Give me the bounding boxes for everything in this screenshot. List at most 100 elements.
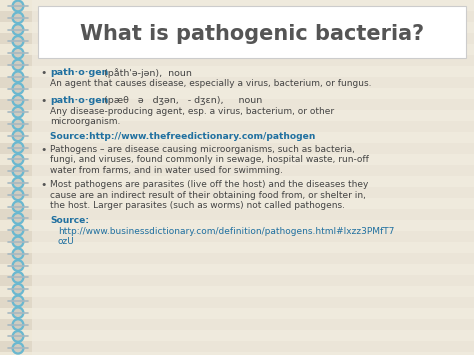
Text: ozU: ozU	[58, 237, 75, 246]
Circle shape	[11, 23, 25, 36]
Circle shape	[15, 180, 21, 186]
Circle shape	[11, 283, 25, 296]
Bar	[0, 330, 474, 341]
Circle shape	[15, 14, 21, 21]
Circle shape	[15, 2, 21, 10]
Circle shape	[15, 168, 21, 175]
Bar	[0, 275, 474, 286]
Bar	[0, 55, 474, 66]
Text: •: •	[40, 68, 46, 78]
Bar	[0, 110, 474, 121]
Circle shape	[11, 306, 25, 319]
Text: fungi, and viruses, found commonly in sewage, hospital waste, run-off: fungi, and viruses, found commonly in se…	[50, 155, 369, 164]
Circle shape	[15, 26, 21, 33]
Bar	[0, 154, 474, 165]
Circle shape	[15, 50, 21, 57]
Circle shape	[11, 47, 25, 60]
Circle shape	[15, 286, 21, 293]
Text: cause are an indirect result of their obtaining food from, or shelter in,: cause are an indirect result of their ob…	[50, 191, 366, 200]
Circle shape	[15, 85, 21, 92]
Bar	[0, 77, 474, 88]
Bar	[0, 297, 474, 308]
Circle shape	[11, 118, 25, 131]
Text: Pathogens – are disease causing microorganisms, such as bacteria,: Pathogens – are disease causing microorg…	[50, 145, 355, 154]
Circle shape	[11, 247, 25, 260]
FancyBboxPatch shape	[38, 6, 466, 58]
Circle shape	[15, 239, 21, 246]
Circle shape	[15, 120, 21, 127]
Circle shape	[15, 297, 21, 305]
Circle shape	[11, 188, 25, 201]
Bar	[0, 44, 474, 55]
Circle shape	[15, 262, 21, 269]
Text: http://www.businessdictionary.com/definition/pathogens.html#Ixzz3PMfT7: http://www.businessdictionary.com/defini…	[58, 226, 394, 235]
Bar	[0, 121, 474, 132]
Bar	[0, 11, 474, 22]
Text: Most pathogens are parasites (live off the host) and the diseases they: Most pathogens are parasites (live off t…	[50, 180, 368, 189]
Circle shape	[15, 156, 21, 163]
Circle shape	[11, 141, 25, 154]
Circle shape	[15, 97, 21, 104]
Text: Any disease-producing agent, esp. a virus, bacterium, or other: Any disease-producing agent, esp. a viru…	[50, 106, 334, 115]
Circle shape	[11, 35, 25, 48]
Circle shape	[15, 333, 21, 340]
Bar	[0, 132, 474, 143]
Bar	[0, 165, 474, 176]
Bar	[0, 88, 474, 99]
Circle shape	[15, 321, 21, 328]
Circle shape	[11, 200, 25, 213]
Circle shape	[11, 82, 25, 95]
Circle shape	[15, 345, 21, 352]
Circle shape	[11, 59, 25, 71]
Bar	[0, 231, 474, 242]
Bar	[0, 341, 474, 352]
Text: Source:: Source:	[50, 216, 89, 225]
Text: path·o·gen: path·o·gen	[50, 96, 109, 105]
Circle shape	[11, 0, 25, 12]
Bar	[0, 242, 474, 253]
Bar	[0, 286, 474, 297]
Bar	[0, 352, 474, 355]
Bar	[0, 220, 474, 231]
Text: (pæθ   ə   dʒən,   - dʒɛn),     noun: (pæθ ə dʒən, - dʒɛn), noun	[98, 96, 262, 105]
Circle shape	[11, 176, 25, 190]
Text: An agent that causes disease, especially a virus, bacterium, or fungus.: An agent that causes disease, especially…	[50, 78, 372, 87]
Text: •: •	[40, 96, 46, 106]
Circle shape	[11, 235, 25, 248]
Circle shape	[11, 212, 25, 225]
Circle shape	[15, 109, 21, 116]
Text: water from farms, and in water used for swimming.: water from farms, and in water used for …	[50, 166, 283, 175]
Circle shape	[11, 70, 25, 83]
Text: Source:: Source:	[50, 132, 92, 141]
Text: path·o·gen: path·o·gen	[50, 68, 109, 77]
Circle shape	[15, 144, 21, 151]
Circle shape	[11, 11, 25, 24]
Circle shape	[11, 271, 25, 284]
Bar	[0, 99, 474, 110]
Circle shape	[15, 38, 21, 45]
Text: (påth'ə-jən),  noun: (påth'ə-jən), noun	[98, 68, 192, 78]
Bar	[0, 143, 474, 154]
Text: •: •	[40, 180, 46, 190]
Circle shape	[11, 153, 25, 166]
Bar	[0, 33, 474, 44]
Circle shape	[15, 274, 21, 281]
Circle shape	[15, 73, 21, 80]
Circle shape	[15, 250, 21, 257]
Circle shape	[11, 342, 25, 355]
Circle shape	[15, 61, 21, 69]
Bar	[0, 198, 474, 209]
Text: What is pathogenic bacteria?: What is pathogenic bacteria?	[80, 24, 424, 44]
Circle shape	[15, 215, 21, 222]
Bar	[0, 176, 474, 187]
Circle shape	[11, 295, 25, 307]
Circle shape	[15, 309, 21, 316]
Text: http://www.thefreedictionary.com/pathogen: http://www.thefreedictionary.com/pathoge…	[86, 132, 315, 141]
Bar	[0, 319, 474, 330]
Text: the host. Larger parasites (such as worms) not called pathogens.: the host. Larger parasites (such as worm…	[50, 201, 345, 210]
Circle shape	[15, 203, 21, 210]
Circle shape	[11, 129, 25, 142]
Circle shape	[15, 132, 21, 139]
Circle shape	[11, 259, 25, 272]
Circle shape	[11, 94, 25, 107]
